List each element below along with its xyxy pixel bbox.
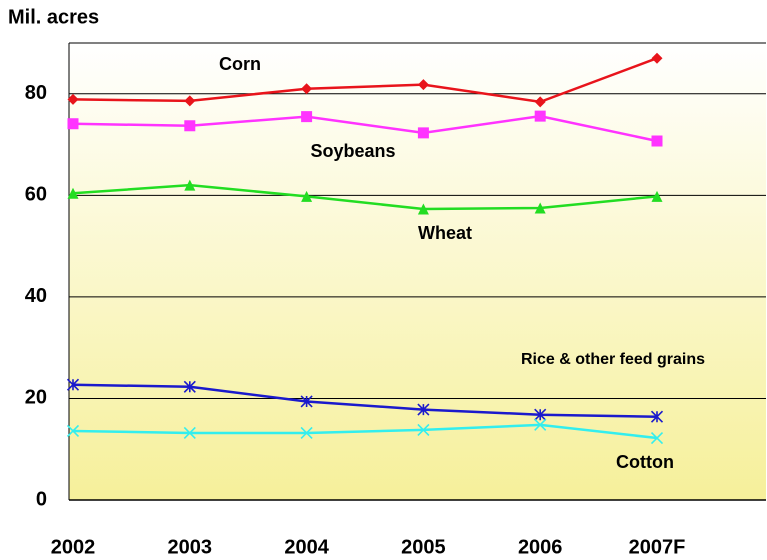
marker [417,203,429,215]
marker-shape [534,408,547,421]
marker [534,96,546,108]
marker [534,408,547,421]
marker-shape [184,179,196,191]
marker-shape [651,135,663,147]
series-line [72,183,658,211]
marker [301,83,313,95]
y-tick-label: 40 [25,285,47,307]
marker [184,120,196,132]
marker-shape [534,202,546,214]
marker [300,426,313,440]
y-tick-label: 0 [36,488,47,510]
marker-shape [67,93,79,105]
marker-shape [66,378,80,391]
marker [534,202,546,214]
y-tick-label: 20 [25,387,47,409]
x-tick-label: 2006 [518,536,563,558]
x-tick-label: 2002 [51,536,96,558]
marker-shape [651,52,663,64]
marker [67,93,79,105]
marker [183,426,196,440]
marker [534,110,546,122]
x-tick-label: 2003 [168,536,213,558]
marker-shape [300,395,313,408]
marker-shape [66,424,80,438]
series-label: Soybeans [310,141,395,161]
x-tick-label: 2005 [401,536,446,558]
marker [67,118,79,130]
marker-shape [67,187,79,199]
marker-shape [301,83,313,95]
marker [417,423,430,436]
marker [650,410,664,423]
marker-shape [67,118,79,130]
series-line [72,423,658,440]
marker-shape [417,127,429,139]
marker-shape [417,403,430,416]
marker [651,190,663,202]
marker [301,190,313,202]
x-tick-label: 2004 [284,536,329,558]
marker-shape [417,203,429,215]
series-line [72,383,658,418]
marker-shape [183,380,196,393]
marker-shape [650,410,664,423]
marker-shape [183,426,196,440]
series-label: Rice & other feed grains [521,351,705,368]
marker [301,111,313,123]
marker-shape [650,431,664,445]
marker [417,403,430,416]
marker-shape [300,426,313,440]
marker [67,187,79,199]
marker [300,395,313,408]
marker [651,135,663,147]
series-label: Wheat [418,223,472,243]
marker-shape [184,95,196,107]
marker [66,424,80,438]
marker [417,127,429,139]
series-line [72,114,658,143]
marker [66,378,80,391]
marker-shape [301,111,313,123]
series-line [72,57,658,104]
series-label: Corn [219,54,261,74]
marker [184,95,196,107]
x-tick-label: 2007F [629,536,686,558]
y-axis-label: Mil. acres [8,6,99,28]
marker [184,179,196,191]
marker-shape [534,96,546,108]
marker-shape [184,120,196,132]
marker [417,79,429,91]
marker [650,431,664,445]
marker-shape [417,79,429,91]
y-tick-label: 60 [25,184,47,206]
marker [183,380,196,393]
marker [651,52,663,64]
y-tick-label: 80 [25,82,47,104]
marker-shape [301,190,313,202]
marker-shape [651,190,663,202]
plot-area [69,43,766,500]
series-label: Cotton [616,452,674,472]
marker-shape [534,418,547,431]
marker [534,418,547,431]
marker-shape [417,423,430,436]
marker-shape [534,110,546,122]
